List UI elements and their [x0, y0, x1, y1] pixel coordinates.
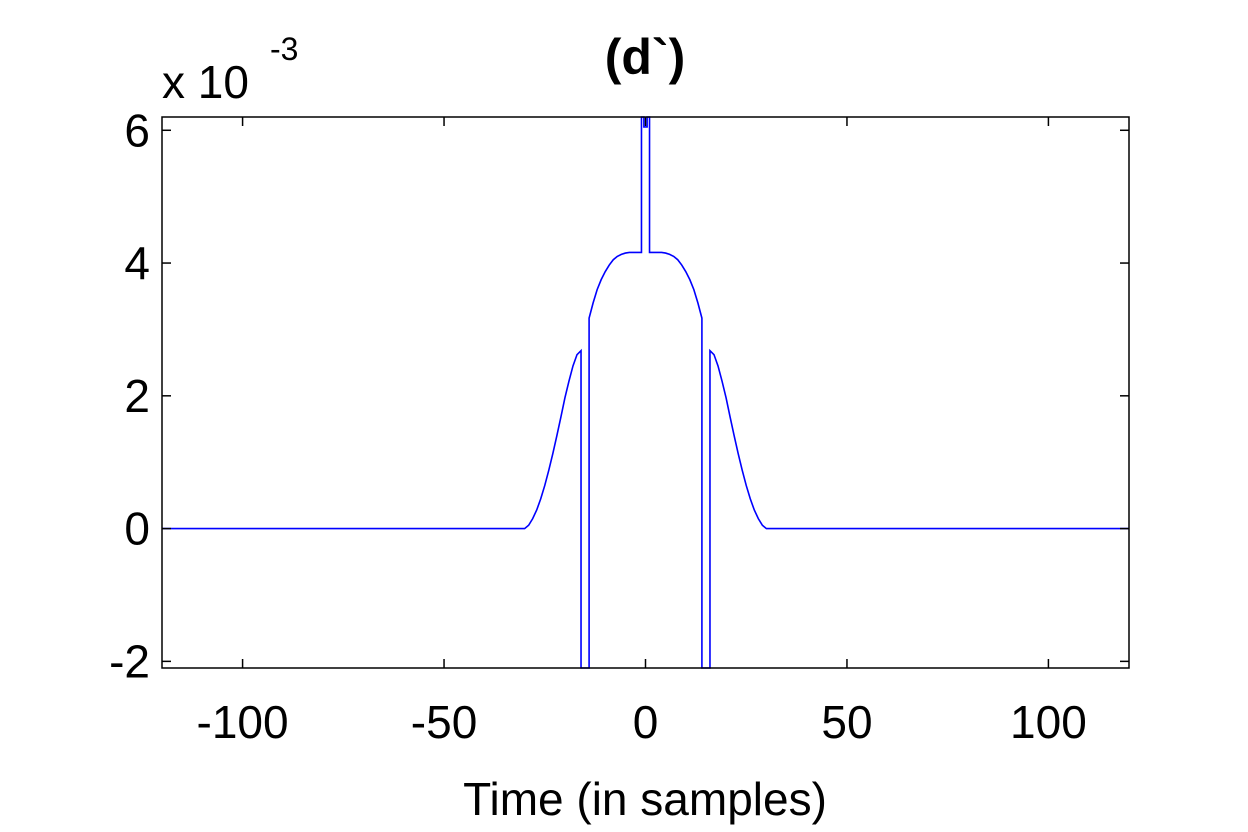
- y-multiplier: x 10 -3: [162, 31, 298, 108]
- y-tick-label: 4: [124, 237, 150, 289]
- x-axis: -100 -50 0 50 100: [197, 117, 1087, 748]
- series-line-0: [162, 116, 1129, 669]
- x-axis-label: Time (in samples): [463, 773, 827, 825]
- x-tick-label: 50: [821, 696, 872, 748]
- y-tick-label: -2: [109, 635, 150, 687]
- chart-title: (d`): [605, 29, 686, 85]
- y-multiplier-exponent: -3: [270, 31, 298, 67]
- x-tick-label: 0: [633, 696, 659, 748]
- y-tick-label: 2: [124, 370, 150, 422]
- y-tick-label: 6: [124, 104, 150, 156]
- y-axis: -2 0 2 4 6: [109, 104, 1129, 687]
- plot-frame: [161, 116, 1130, 669]
- x-tick-label: -100: [197, 696, 289, 748]
- x-tick-label: -50: [411, 696, 477, 748]
- plot-series-group: [162, 116, 1129, 669]
- y-multiplier-base: x 10: [162, 56, 249, 108]
- y-tick-label: 0: [124, 503, 150, 555]
- x-tick-label: 100: [1010, 696, 1087, 748]
